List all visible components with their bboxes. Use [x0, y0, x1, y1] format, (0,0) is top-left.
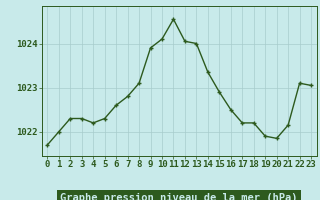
- Text: Graphe pression niveau de la mer (hPa): Graphe pression niveau de la mer (hPa): [60, 193, 298, 200]
